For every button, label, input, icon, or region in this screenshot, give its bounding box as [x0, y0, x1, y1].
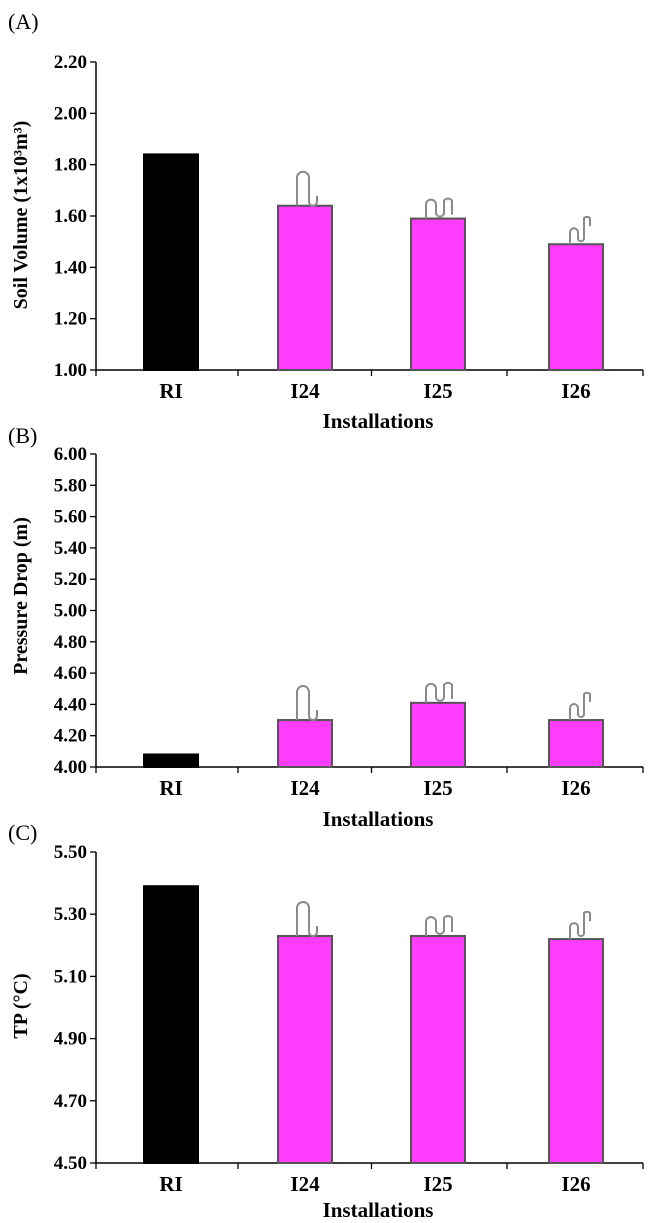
bar-ri [143, 753, 199, 768]
x-tick-label: I25 [423, 776, 452, 800]
panel-label-a: (A) [8, 9, 39, 34]
plot-area-b: 4.00 4.20 4.40 4.60 4.80 5.00 5.20 5.40 5.60 5.80… [54, 444, 644, 800]
y-axis-label-c: TP (°C) [10, 973, 32, 1038]
loop-icon [296, 170, 318, 207]
panel-a: (A) 1.00 1.20 1.40 1.60 1.80 2.00 2.20 RI I24 I25… [8, 9, 644, 433]
x-tick-label: RI [159, 379, 182, 403]
loop-icon [296, 685, 318, 722]
bar-i26 [548, 719, 604, 768]
bar-i26 [548, 938, 604, 1165]
panel-label-b: (B) [8, 423, 37, 448]
y-tick-label: 4.80 [54, 632, 87, 653]
y-tick-label: 4.60 [54, 663, 87, 684]
bar-i25 [410, 217, 466, 371]
x-tick-label: I25 [423, 379, 452, 403]
y-tick-label: 2.00 [54, 103, 87, 124]
spring-loop-icon [569, 691, 591, 721]
bar-i25 [410, 934, 466, 1164]
x-axis-label-b: Installations [323, 807, 434, 831]
y-tick-label: 5.20 [54, 569, 87, 590]
y-tick-label: 5.10 [54, 966, 87, 987]
double-loop-icon [425, 197, 453, 219]
y-tick-label: 1.80 [54, 155, 87, 176]
x-tick-label: I24 [290, 1172, 320, 1196]
bar-i25 [410, 701, 466, 769]
y-axis-label-b: Pressure Drop (m) [10, 517, 32, 675]
double-loop-icon [425, 915, 453, 936]
y-tick-label: 4.00 [54, 757, 87, 778]
x-tick-label: I25 [423, 1172, 452, 1196]
spring-loop-icon [569, 215, 591, 245]
bar-ri [143, 153, 199, 371]
y-tick-label: 4.70 [54, 1091, 87, 1112]
x-tick-label: I26 [561, 379, 590, 403]
bar-i24 [277, 719, 333, 768]
y-tick-label: 2.20 [54, 52, 87, 73]
y-tick-label: 1.00 [54, 360, 87, 381]
x-axis-label-a: Installations [323, 409, 434, 433]
x-axis-label-c: Installations [323, 1198, 434, 1222]
x-tick-label: RI [159, 1172, 182, 1196]
y-tick-label: 4.20 [54, 726, 87, 747]
y-tick-label: 1.60 [54, 206, 87, 227]
x-tick-label: I24 [290, 776, 320, 800]
y-tick-label: 5.00 [54, 601, 87, 622]
bar-i26 [548, 243, 604, 372]
x-tick-label: I24 [290, 379, 320, 403]
plot-area-a: 1.00 1.20 1.40 1.60 1.80 2.00 2.20 RI I24 I25 I26 [54, 52, 644, 403]
panel-label-c: (C) [8, 820, 37, 845]
y-tick-label: 4.50 [54, 1153, 87, 1174]
y-tick-label: 5.80 [54, 475, 87, 496]
x-tick-label: RI [159, 776, 182, 800]
y-tick-label: 6.00 [54, 444, 87, 465]
spring-loop-icon [569, 910, 591, 940]
bar-ri [143, 885, 199, 1165]
y-tick-label: 1.20 [54, 309, 87, 330]
x-tick-label: I26 [561, 1172, 590, 1196]
y-tick-label: 5.30 [54, 904, 87, 925]
y-tick-label: 5.60 [54, 507, 87, 528]
bar-i24 [277, 204, 333, 371]
plot-area-c: 4.50 4.70 4.90 5.10 5.30 5.50 RI I24 I25 I26 [54, 842, 644, 1196]
y-tick-label: 5.40 [54, 538, 87, 559]
y-tick-label: 5.50 [54, 842, 87, 863]
y-tick-label: 1.40 [54, 257, 87, 278]
y-tick-label: 4.90 [54, 1029, 87, 1050]
loop-icon [296, 900, 318, 937]
double-loop-icon [425, 681, 453, 703]
x-tick-label: I26 [561, 776, 590, 800]
panel-b: (B) 4.00 4.20 4.40 4.60 4.80 5.00 5.20 5.40 5.60… [8, 423, 644, 831]
bar-i24 [277, 934, 333, 1164]
y-axis-label-a: Soil Volume (1x10³m³) [10, 121, 32, 310]
y-tick-label: 4.40 [54, 694, 87, 715]
